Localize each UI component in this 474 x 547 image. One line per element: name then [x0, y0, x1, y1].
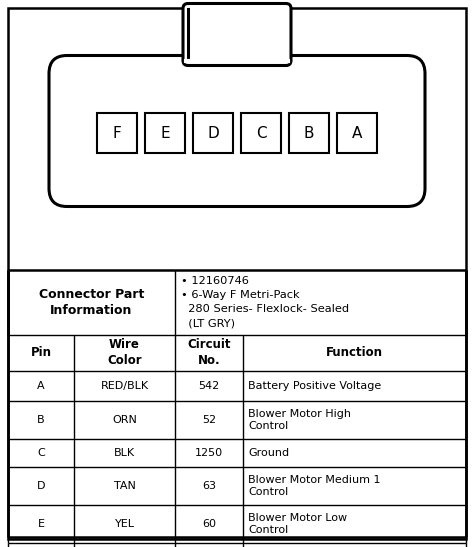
Text: E: E	[37, 519, 45, 529]
FancyBboxPatch shape	[183, 3, 291, 66]
Text: Ground: Ground	[248, 448, 289, 458]
Bar	[145, 113, 185, 153]
Text: A: A	[352, 125, 362, 141]
Text: B: B	[37, 415, 45, 425]
Text: C: C	[255, 125, 266, 141]
Text: • 12160746
• 6-Way F Metri-Pack
  280 Series- Flexlock- Sealed
  (LT GRY): • 12160746 • 6-Way F Metri-Pack 280 Seri…	[181, 276, 349, 328]
Text: Function: Function	[326, 346, 383, 359]
Text: 52: 52	[202, 415, 216, 425]
Text: ORN: ORN	[112, 415, 137, 425]
Bar	[193, 113, 233, 153]
Text: TAN: TAN	[114, 481, 136, 491]
Text: Connector Part
Information: Connector Part Information	[39, 288, 144, 317]
Text: D: D	[37, 481, 45, 491]
Text: B: B	[304, 125, 314, 141]
Text: YEL: YEL	[115, 519, 135, 529]
Text: C: C	[37, 448, 45, 458]
Text: F: F	[113, 125, 121, 141]
Text: Battery Positive Voltage: Battery Positive Voltage	[248, 381, 381, 391]
Text: Circuit
No.: Circuit No.	[187, 339, 231, 368]
Text: RED/BLK: RED/BLK	[100, 381, 148, 391]
Text: BLK: BLK	[114, 448, 135, 458]
Text: Blower Motor Medium 1
Control: Blower Motor Medium 1 Control	[248, 475, 381, 497]
Text: 60: 60	[202, 519, 216, 529]
Text: 1250: 1250	[195, 448, 223, 458]
Bar	[241, 113, 281, 153]
Text: 63: 63	[202, 481, 216, 491]
Text: Pin: Pin	[30, 346, 52, 359]
Text: Blower Motor Low
Control: Blower Motor Low Control	[248, 513, 347, 535]
Text: 542: 542	[199, 381, 219, 391]
Bar	[289, 113, 329, 153]
Text: Wire
Color: Wire Color	[107, 339, 142, 368]
Text: E: E	[160, 125, 170, 141]
Text: Blower Motor High
Control: Blower Motor High Control	[248, 409, 351, 431]
Bar	[97, 113, 137, 153]
Text: A: A	[37, 381, 45, 391]
FancyBboxPatch shape	[49, 55, 425, 207]
Bar	[337, 113, 377, 153]
Text: D: D	[207, 125, 219, 141]
